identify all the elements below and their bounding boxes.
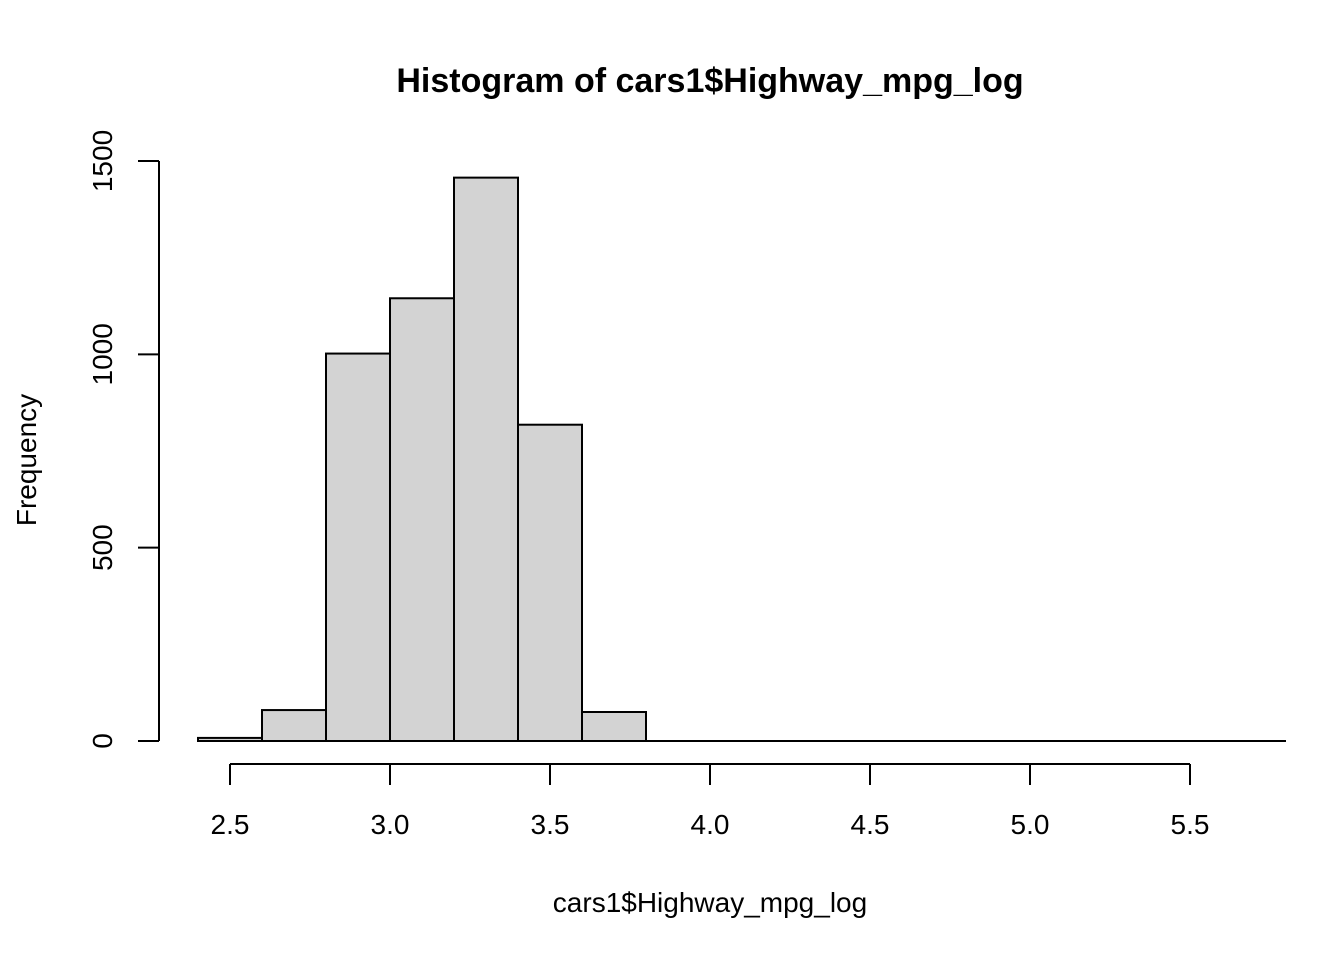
x-axis: 2.5 3.0 3.5 4.0 4.5 5.0 5.5 bbox=[211, 763, 1210, 840]
histogram-bar-4 bbox=[453, 176, 519, 743]
histogram-bar-1 bbox=[261, 709, 327, 742]
histogram-bar-3 bbox=[389, 297, 455, 742]
y-tick-label: 1500 bbox=[87, 130, 118, 192]
y-axis-label: Frequency bbox=[11, 394, 42, 526]
x-axis-label: cars1$Highway_mpg_log bbox=[553, 887, 867, 918]
y-tick-label: 0 bbox=[87, 733, 118, 749]
bars-group bbox=[197, 176, 1286, 743]
y-tick-label: 1000 bbox=[87, 323, 118, 385]
y-tick-label: 500 bbox=[87, 524, 118, 571]
x-tick-label: 2.5 bbox=[211, 809, 250, 840]
x-tick-label: 3.0 bbox=[371, 809, 410, 840]
y-axis: 0 500 1000 1500 bbox=[87, 130, 160, 749]
chart-title: Histogram of cars1$Highway_mpg_log bbox=[396, 62, 1023, 100]
x-tick-label: 4.0 bbox=[691, 809, 730, 840]
x-tick-label: 4.5 bbox=[851, 809, 890, 840]
histogram-bar-6 bbox=[581, 711, 647, 742]
x-tick-label: 5.5 bbox=[1171, 809, 1210, 840]
histogram-bar-0 bbox=[197, 736, 263, 743]
x-tick-label: 5.0 bbox=[1011, 809, 1050, 840]
histogram-bar-5 bbox=[517, 423, 583, 742]
x-tick-label: 3.5 bbox=[531, 809, 570, 840]
histogram-bar-2 bbox=[325, 352, 391, 742]
